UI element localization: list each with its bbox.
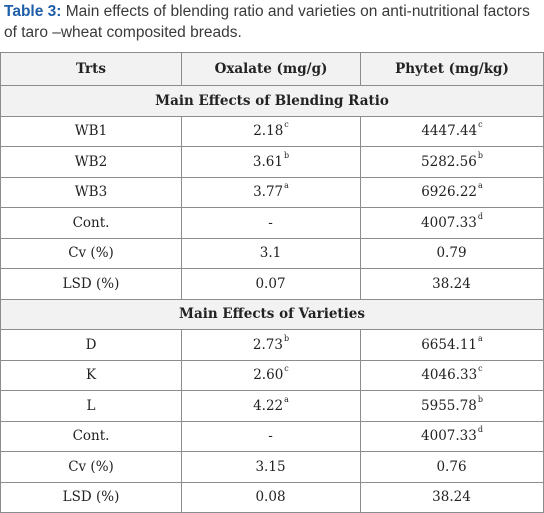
cell-phytet: 4007.33d xyxy=(360,207,544,239)
cell-oxalate: 3.77a xyxy=(181,176,361,208)
header-row: Trts Oxalate (mg/g) Phytet (mg/kg) xyxy=(0,52,544,86)
cell-trt: K xyxy=(0,359,182,391)
cell-trt: WB2 xyxy=(0,146,182,178)
cell-phytet: 4447.44c xyxy=(360,115,544,147)
cell-trt: L xyxy=(0,390,182,422)
cell-phytet: 5282.56b xyxy=(360,146,544,178)
table-row: D 2.73b 6654.11a xyxy=(0,329,544,361)
cell-phytet: 4007.33d xyxy=(360,420,544,452)
caption-text: Main effects of blending ratio and varie… xyxy=(4,3,530,41)
cell-oxalate: 3.15 xyxy=(181,451,361,483)
cell-trt: D xyxy=(0,329,182,361)
table-row: WB3 3.77a 6926.22a xyxy=(0,176,544,208)
section-title-varieties: Main Effects of Varieties xyxy=(0,298,544,330)
data-table: Trts Oxalate (mg/g) Phytet (mg/kg) Main … xyxy=(0,52,544,513)
table-row: Cont. - 4007.33d xyxy=(0,420,544,452)
table-row: L 4.22a 5955.78b xyxy=(0,390,544,422)
cell-trt: Cont. xyxy=(0,207,182,239)
table-row: Cont. - 4007.33d xyxy=(0,207,544,239)
cell-trt: LSD (%) xyxy=(0,481,182,513)
table-row: Cv (%) 3.1 0.79 xyxy=(0,237,544,269)
cell-oxalate: 2.60c xyxy=(181,359,361,391)
cell-phytet: 4046.33c xyxy=(360,359,544,391)
caption-label: Table 3: xyxy=(4,3,62,20)
cell-phytet: 5955.78b xyxy=(360,390,544,422)
cell-trt: Cv (%) xyxy=(0,237,182,269)
table-body: Main Effects of Blending Ratio WB1 2.18c… xyxy=(0,85,544,513)
header-oxalate: Oxalate (mg/g) xyxy=(181,52,361,86)
cell-oxalate: - xyxy=(181,207,361,239)
cell-oxalate: 2.18c xyxy=(181,115,361,147)
cell-oxalate: 3.61b xyxy=(181,146,361,178)
cell-trt: Cont. xyxy=(0,420,182,452)
cell-phytet: 38.24 xyxy=(360,481,544,513)
cell-phytet: 6926.22a xyxy=(360,176,544,208)
cell-trt: WB3 xyxy=(0,176,182,208)
cell-phytet: 0.76 xyxy=(360,451,544,483)
table-row: WB2 3.61b 5282.56b xyxy=(0,146,544,178)
header-trts: Trts xyxy=(0,52,182,86)
cell-phytet: 6654.11a xyxy=(360,329,544,361)
cell-oxalate: 0.07 xyxy=(181,268,361,300)
table-row: WB1 2.18c 4447.44c xyxy=(0,115,544,147)
section-row-blending-ratio: Main Effects of Blending Ratio xyxy=(0,85,544,117)
table-row: LSD (%) 0.08 38.24 xyxy=(0,481,544,513)
cell-phytet: 0.79 xyxy=(360,237,544,269)
header-phytet: Phytet (mg/kg) xyxy=(360,52,544,86)
cell-trt: WB1 xyxy=(0,115,182,147)
table-row: K 2.60c 4046.33c xyxy=(0,359,544,391)
cell-trt: LSD (%) xyxy=(0,268,182,300)
table-row: Cv (%) 3.15 0.76 xyxy=(0,451,544,483)
cell-phytet: 38.24 xyxy=(360,268,544,300)
cell-oxalate: 3.1 xyxy=(181,237,361,269)
cell-oxalate: - xyxy=(181,420,361,452)
section-row-varieties: Main Effects of Varieties xyxy=(0,298,544,330)
table-row: LSD (%) 0.07 38.24 xyxy=(0,268,544,300)
section-title-blending-ratio: Main Effects of Blending Ratio xyxy=(0,85,544,117)
cell-oxalate: 0.08 xyxy=(181,481,361,513)
table-caption: Table 3: Main effects of blending ratio … xyxy=(4,1,540,43)
cell-oxalate: 2.73b xyxy=(181,329,361,361)
cell-trt: Cv (%) xyxy=(0,451,182,483)
cell-oxalate: 4.22a xyxy=(181,390,361,422)
